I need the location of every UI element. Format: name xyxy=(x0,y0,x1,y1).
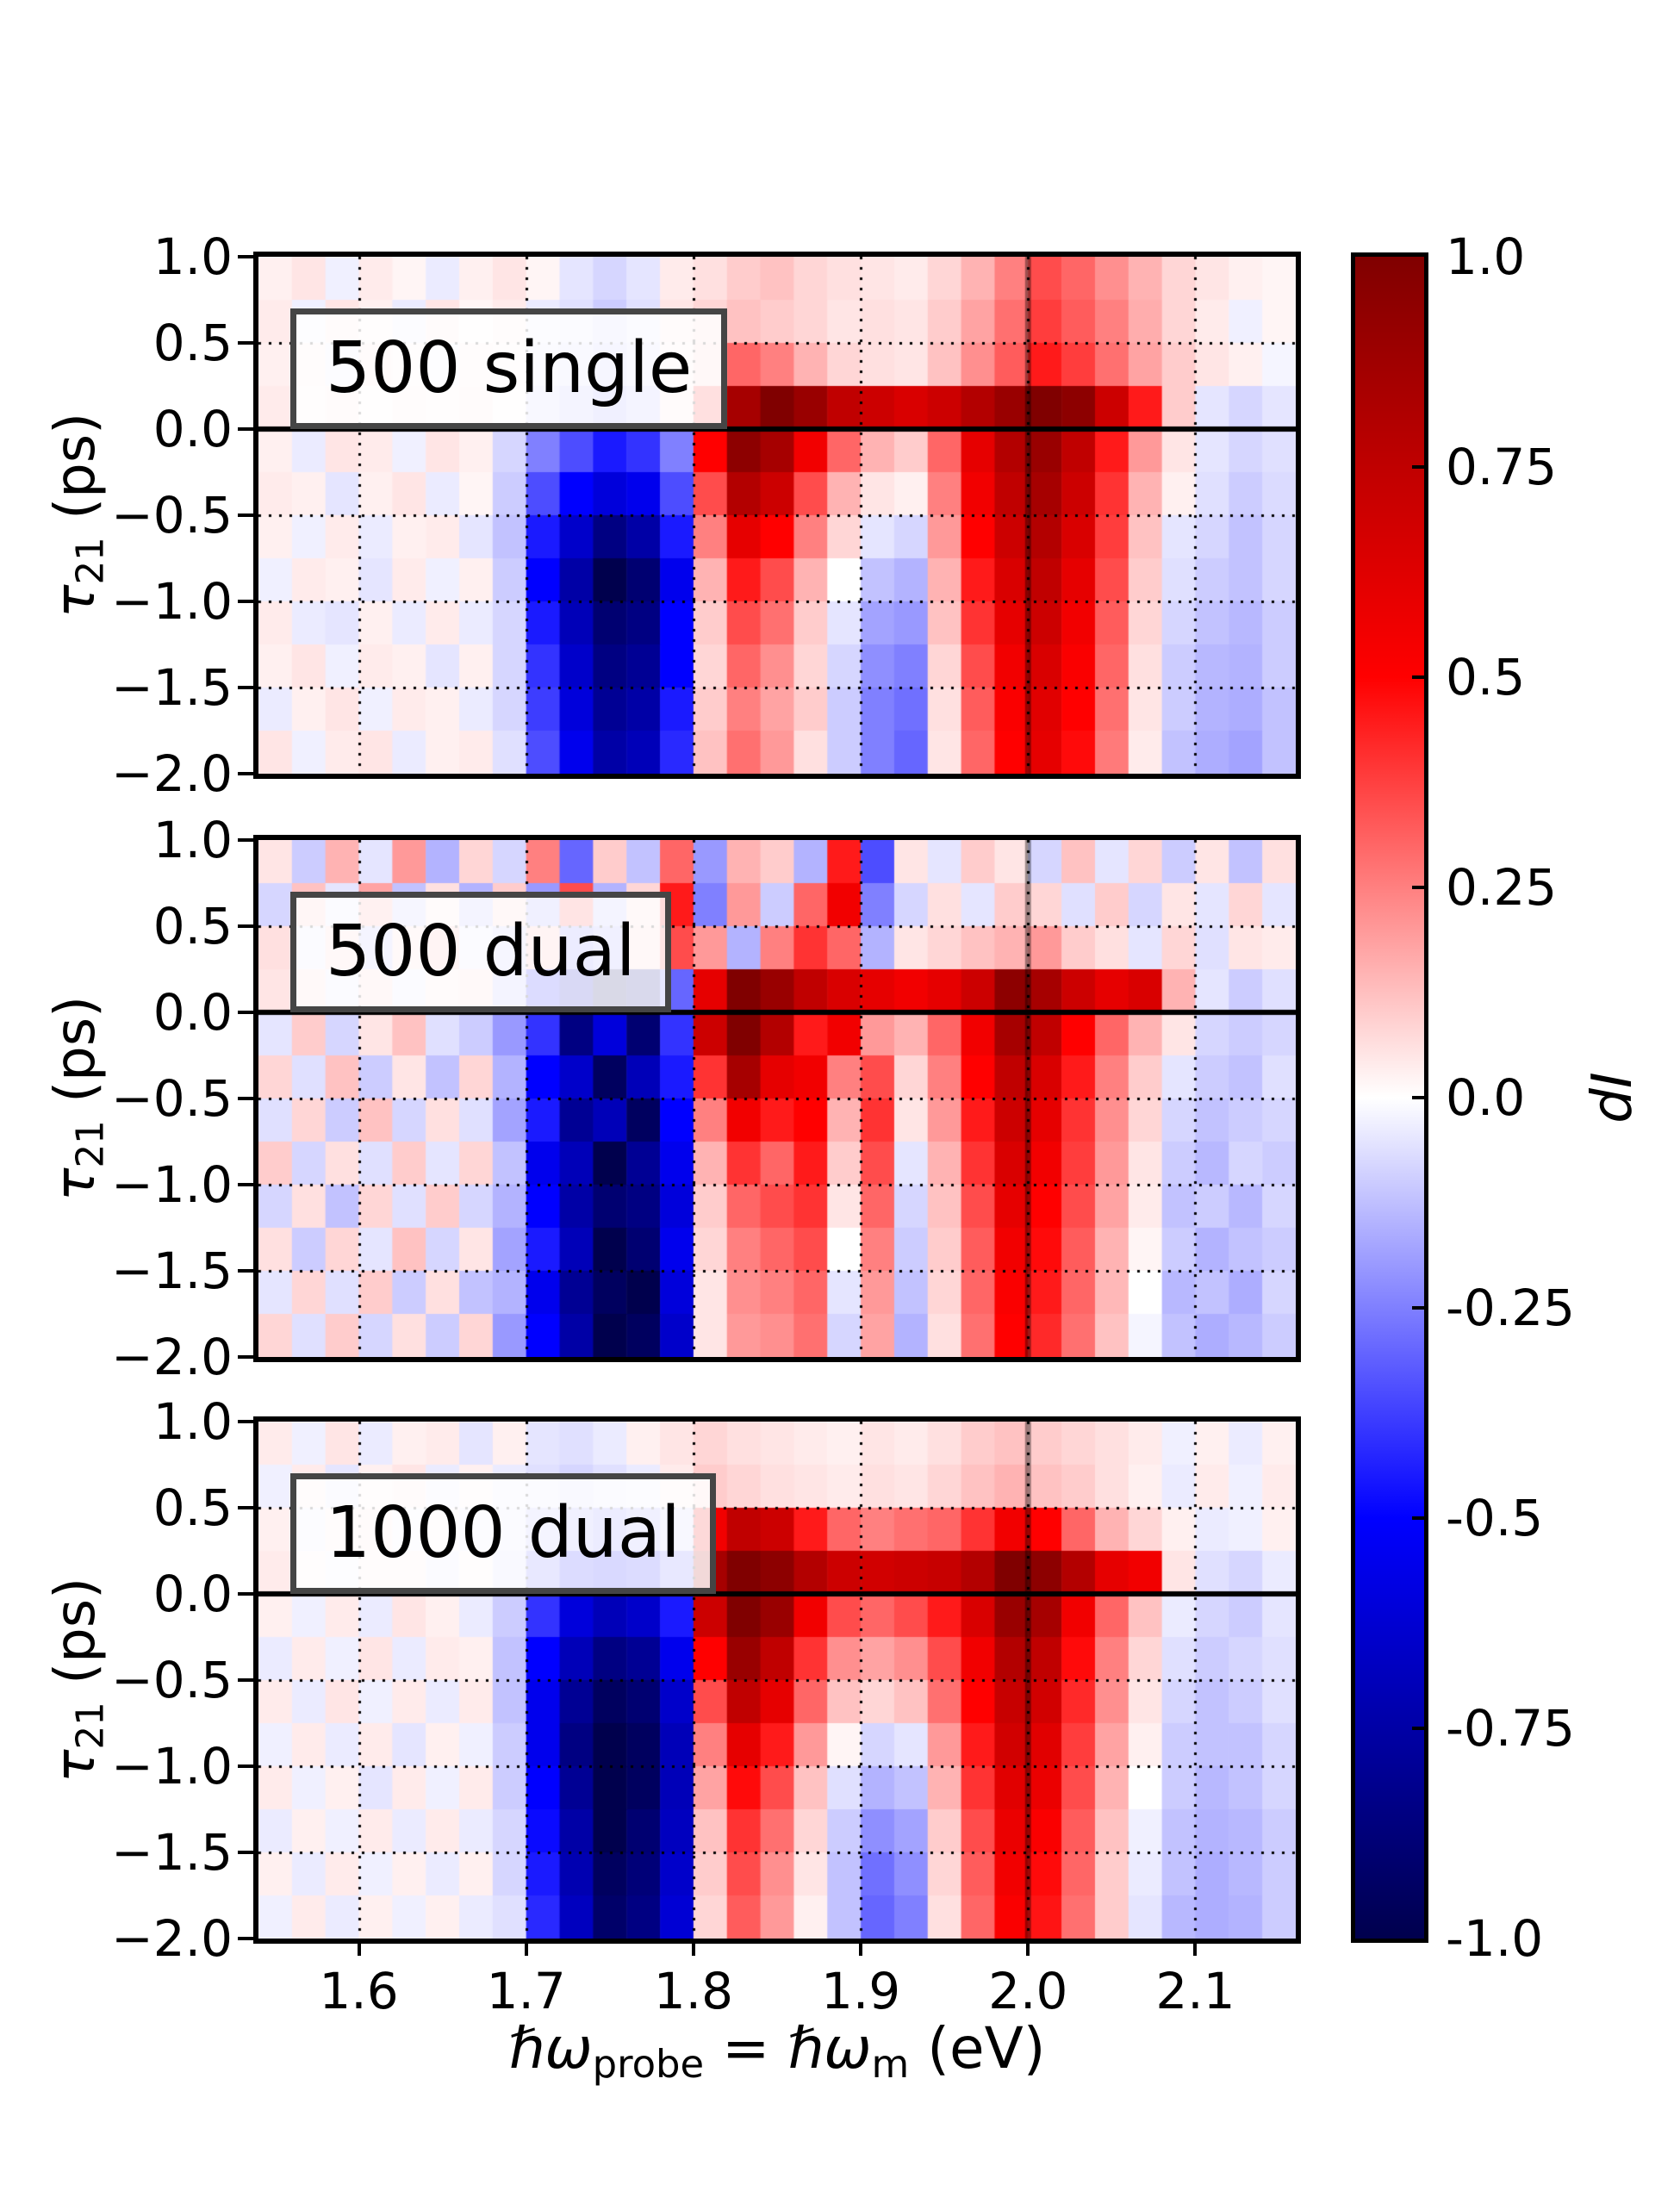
x-tick-mark xyxy=(1193,1940,1198,1956)
y-tick-label: −1.0 xyxy=(111,1155,233,1214)
x-tick-label: 1.6 xyxy=(319,1962,399,2020)
panel-title-500-single: 500 single xyxy=(290,308,728,429)
y-tick-mark xyxy=(238,838,253,842)
y-tick-label: −0.5 xyxy=(111,486,233,545)
colorbar-tick-mark xyxy=(1412,1727,1424,1730)
x-tick-label: 2.0 xyxy=(988,1962,1068,2020)
y-tick-label: −1.5 xyxy=(111,658,233,717)
panel-title-500-dual: 500 dual xyxy=(290,892,671,1012)
y-tick-label: 0.0 xyxy=(152,400,233,458)
y-tick-mark xyxy=(238,600,253,603)
x-tick-mark xyxy=(1026,1940,1030,1956)
y-tick-mark xyxy=(238,1506,253,1509)
colorbar-tick-label: -0.75 xyxy=(1446,1699,1576,1758)
x-tick-mark xyxy=(859,1940,863,1956)
colorbar-label: dI xyxy=(1581,1072,1645,1123)
hbar-omega-probe: ℏω xyxy=(508,2015,593,2082)
colorbar-tick-label: 0.25 xyxy=(1446,858,1558,917)
y-tick-label: −2.0 xyxy=(111,744,233,803)
y-tick-label: 0.5 xyxy=(152,897,233,955)
y-tick-mark xyxy=(238,255,253,258)
colorbar-tick-label: -0.5 xyxy=(1446,1489,1544,1547)
ev-unit: (eV) xyxy=(909,2015,1046,2082)
colorbar-tick-mark xyxy=(1412,675,1424,679)
hbar-omega-m: ℏω xyxy=(787,2015,872,2082)
y-tick-label: −0.5 xyxy=(111,1069,233,1128)
y-tick-label: −0.5 xyxy=(111,1651,233,1709)
y-tick-mark xyxy=(238,1183,253,1186)
colorbar-tick-mark xyxy=(1412,465,1424,469)
probe-subscript: probe xyxy=(592,2041,705,2088)
equals-sign: = xyxy=(704,2015,788,2082)
x-tick-label: 1.8 xyxy=(653,1962,734,2020)
y-tick-mark xyxy=(238,1937,253,1940)
colorbar-tick-label: 0.5 xyxy=(1446,648,1526,706)
y-tick-mark xyxy=(238,924,253,928)
m-subscript: m xyxy=(871,2041,910,2088)
y-tick-label: −2.0 xyxy=(111,1909,233,1968)
y-tick-mark xyxy=(238,341,253,345)
colorbar-tick-mark xyxy=(1412,886,1424,889)
y-tick-label: 0.0 xyxy=(152,1565,233,1623)
x-tick-label: 2.1 xyxy=(1155,1962,1235,2020)
y-tick-label: −2.0 xyxy=(111,1328,233,1386)
colorbar-tick-label: -0.25 xyxy=(1446,1279,1576,1337)
y-tick-mark xyxy=(238,427,253,431)
y-tick-label: 0.5 xyxy=(152,314,233,372)
y-tick-mark xyxy=(238,1851,253,1854)
x-axis-label: ℏωprobe = ℏωm (eV) xyxy=(258,2020,1296,2084)
y-tick-label: 0.5 xyxy=(152,1478,233,1537)
y-tick-label: 1.0 xyxy=(152,227,233,286)
y-tick-mark xyxy=(238,686,253,689)
x-tick-mark xyxy=(524,1940,528,1956)
y-tick-mark xyxy=(238,1097,253,1100)
y-tick-label: −1.5 xyxy=(111,1823,233,1882)
colorbar-tick-mark xyxy=(1412,1516,1424,1520)
y-tick-label: −1.0 xyxy=(111,1737,233,1796)
x-tick-label: 1.9 xyxy=(820,1962,901,2020)
colorbar-tick-label: 0.0 xyxy=(1446,1068,1526,1127)
y-tick-label: −1.5 xyxy=(111,1242,233,1300)
colorbar-tick-mark xyxy=(1412,1096,1424,1099)
colorbar-tick-label: 1.0 xyxy=(1446,227,1526,286)
y-tick-mark xyxy=(238,1420,253,1423)
colorbar-tick-label: 0.75 xyxy=(1446,438,1558,496)
x-tick-label: 1.7 xyxy=(486,1962,566,2020)
y-tick-mark xyxy=(238,772,253,775)
y-tick-mark xyxy=(238,1592,253,1596)
y-tick-label: 1.0 xyxy=(152,811,233,869)
y-tick-mark xyxy=(238,1764,253,1768)
y-tick-mark xyxy=(238,513,253,517)
colorbar-tick-mark xyxy=(1412,1306,1424,1310)
panel-title-1000-dual: 1000 dual xyxy=(290,1473,716,1594)
y-tick-mark xyxy=(238,1678,253,1682)
colorbar-tick-label: -1.0 xyxy=(1446,1909,1544,1968)
y-tick-mark xyxy=(238,1269,253,1273)
y-tick-label: 1.0 xyxy=(152,1392,233,1451)
x-tick-mark xyxy=(691,1940,695,1956)
x-tick-mark xyxy=(357,1940,361,1956)
y-tick-label: 0.0 xyxy=(152,983,233,1042)
y-tick-mark xyxy=(238,1011,253,1014)
y-tick-mark xyxy=(238,1355,253,1359)
y-tick-label: −1.0 xyxy=(111,572,233,631)
